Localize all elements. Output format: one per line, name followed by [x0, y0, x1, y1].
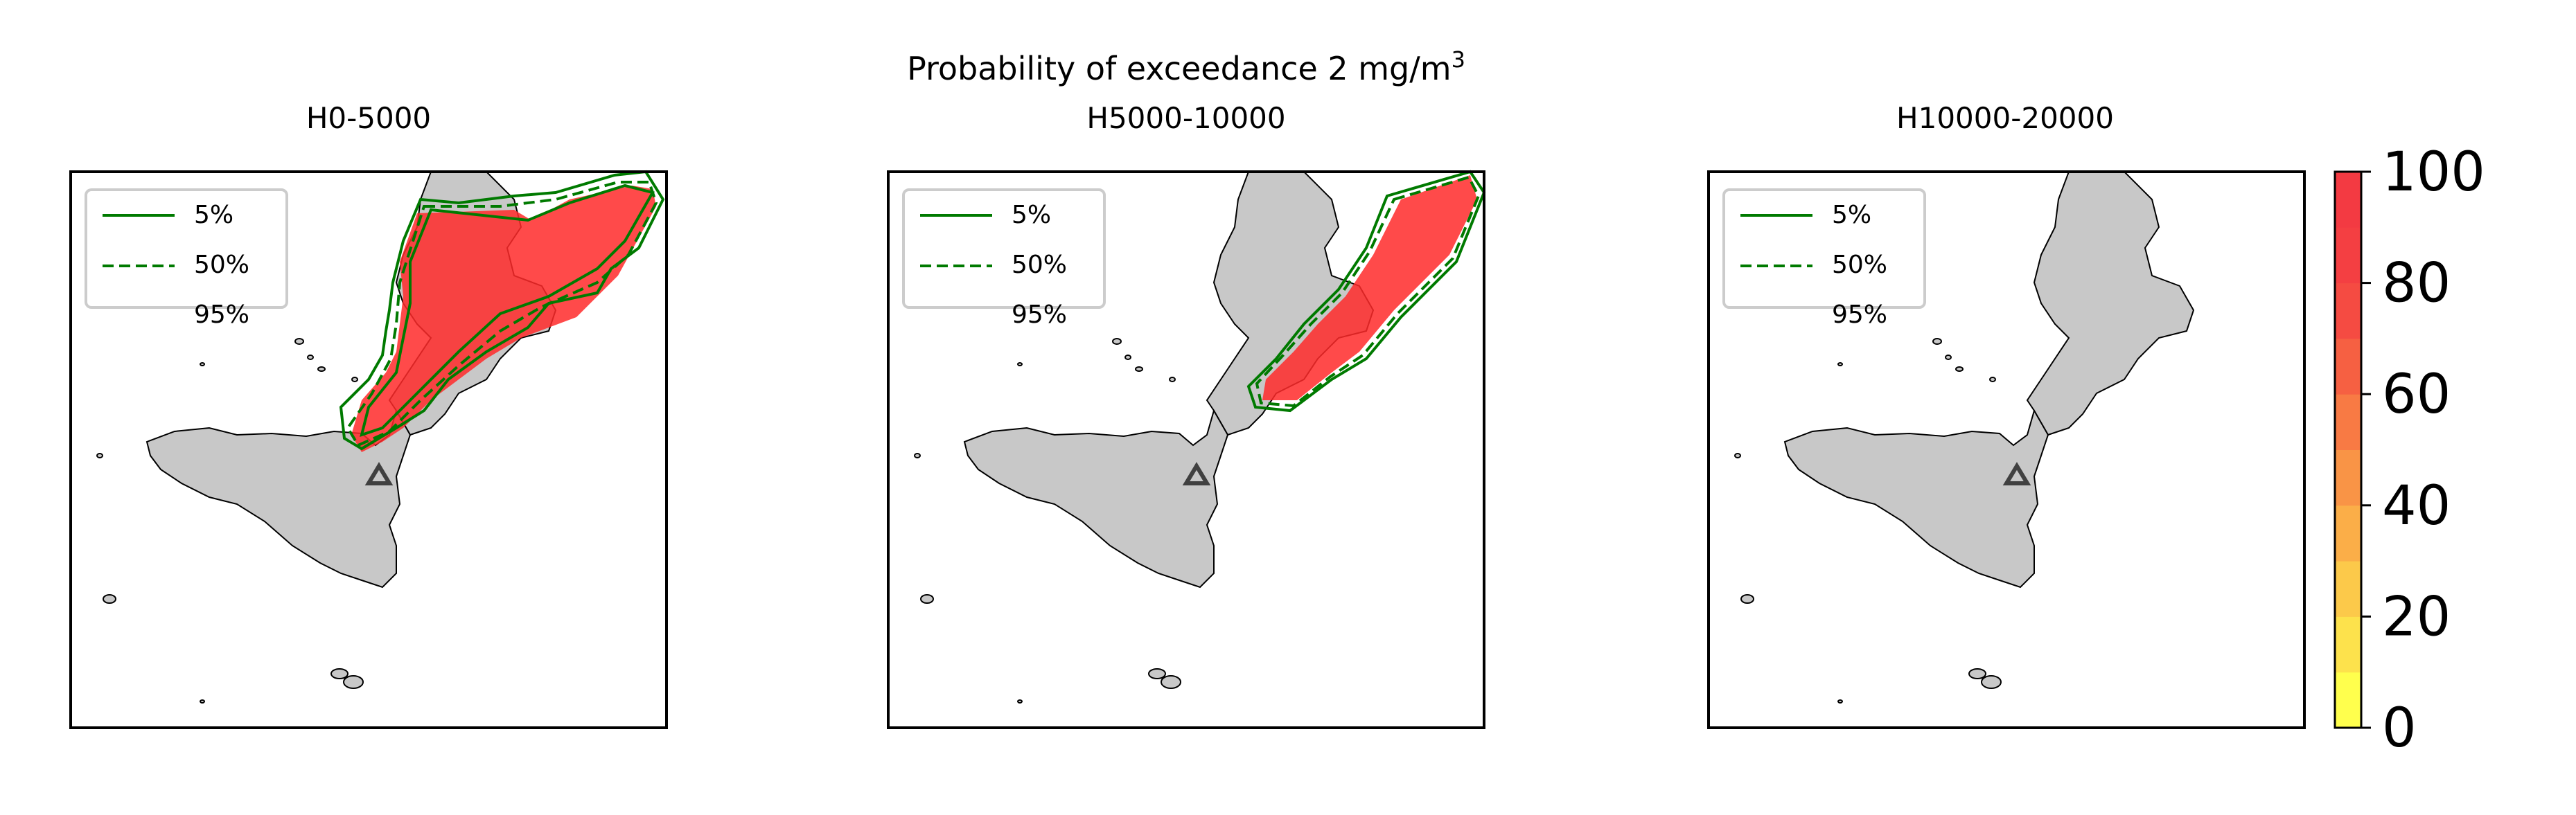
legend-label-95: 95% [1012, 301, 1067, 329]
figure-title-main: Probability of exceedance 2 mg/m [907, 50, 1452, 87]
legend-label-95: 95% [1832, 301, 1887, 329]
legend-label-50: 50% [1012, 251, 1067, 279]
map-panel-1: H0-5000 5% 50% 95% [69, 101, 668, 729]
colorbar-band [2335, 561, 2361, 617]
figure-title: Probability of exceedance 2 mg/m3 [907, 46, 1465, 87]
legend-label-50: 50% [194, 251, 249, 279]
panel-2-frame [887, 170, 1485, 729]
map-panel-2: H5000-10000 5% 50% 95% [887, 101, 1486, 729]
legend-label-50: 50% [1832, 251, 1887, 279]
colorbar-band [2335, 172, 2361, 228]
colorbar-tick-label: 40 [2382, 475, 2451, 537]
colorbar-gradient [2335, 172, 2361, 728]
panel-2-plume [1246, 170, 1486, 413]
panel-3-title: H10000-20000 [1896, 101, 2114, 135]
legend-label-5: 5% [194, 201, 233, 229]
colorbar-tick-label: 60 [2382, 364, 2451, 426]
colorbar-frame [2334, 170, 2363, 729]
colorbar-tick-label: 80 [2382, 253, 2451, 315]
colorbar-ticks: 0 20 40 60 80 100 [2361, 141, 2485, 760]
panel-1-title: H0-5000 [306, 101, 431, 135]
colorbar: 0 20 40 60 80 100 [2334, 141, 2485, 760]
legend-label-95: 95% [194, 301, 249, 329]
panel-2-title: H5000-10000 [1086, 101, 1285, 135]
colorbar-band [2335, 672, 2361, 728]
colorbar-band [2335, 616, 2361, 673]
map-panel-3: H10000-20000 5% 50% 95% [1707, 101, 2306, 729]
panel-1-legend: 5% 50% 95% [85, 188, 288, 329]
figure-title-superscript: 3 [1452, 46, 1465, 73]
colorbar-band [2335, 505, 2361, 562]
colorbar-band [2335, 283, 2361, 339]
panel-2-legend: 5% 50% 95% [902, 188, 1106, 329]
panel-3-legend: 5% 50% 95% [1722, 188, 1926, 329]
colorbar-band [2335, 227, 2361, 284]
colorbar-band [2335, 394, 2361, 450]
panel-1-plume [339, 170, 665, 452]
colorbar-tick-label: 20 [2382, 586, 2451, 648]
panel-3-frame [1707, 170, 2306, 729]
panel-1-frame [69, 170, 668, 729]
legend-label-5: 5% [1012, 201, 1051, 229]
colorbar-band [2335, 338, 2361, 395]
colorbar-tick-label: 0 [2382, 697, 2417, 760]
colorbar-band [2335, 449, 2361, 506]
legend-label-5: 5% [1832, 201, 1871, 229]
colorbar-tick-label: 100 [2382, 141, 2485, 204]
